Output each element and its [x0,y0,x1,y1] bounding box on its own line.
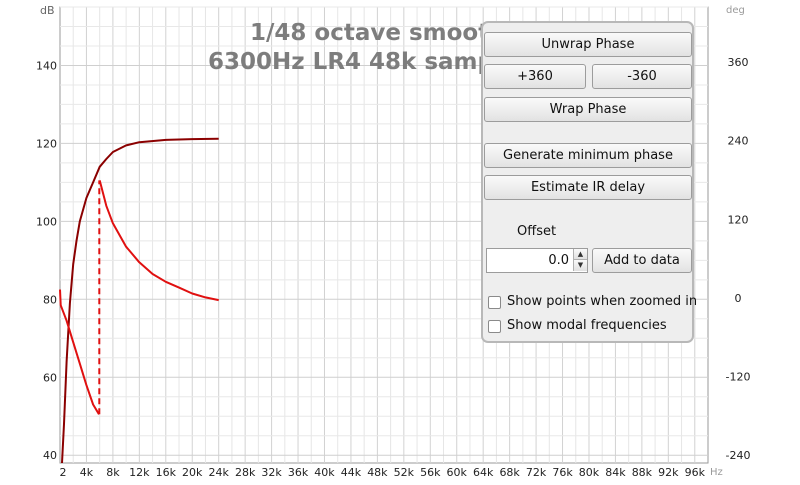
right-tick-label: -120 [726,371,751,384]
show-modal-checkbox[interactable] [488,320,501,333]
offset-label: Offset [517,224,557,239]
x-axis-ticks: 2 4k 8k 12k 16k 20k 24k 28k 32k 36k 40k 44k 48k 52k 56… [60,466,706,479]
left-tick-label: 140 [36,59,57,72]
show-modal-label: Show modal frequencies [507,318,667,333]
add-to-data-button[interactable]: Add to data [592,248,692,273]
x-tick-label: 96k [685,466,706,479]
series-line-1 [61,137,219,464]
x-tick-label: 68k [499,466,520,479]
left-axis-unit: dB [40,4,55,17]
right-axis-unit: deg [726,5,745,16]
left-tick-label: 80 [43,293,57,306]
wrap-phase-button[interactable]: Wrap Phase [484,97,692,122]
left-tick-label: 60 [43,371,57,384]
x-tick-label: 80k [579,466,600,479]
right-tick-label: 360 [728,56,749,69]
series-line-3 [98,180,219,302]
x-tick-label: 56k [420,466,441,479]
right-tick-label: 0 [735,292,742,305]
x-tick-label: 88k [632,466,653,479]
x-tick-label: 20k [182,466,203,479]
x-tick-label: 12k [129,466,150,479]
right-axis-ticks: -240 -120 0 120 240 360 [726,56,751,462]
x-tick-label: 8k [106,466,120,479]
left-tick-label: 40 [43,449,57,462]
plus-360-button[interactable]: +360 [484,64,586,89]
left-tick-label: 120 [36,137,57,150]
offset-spinbox[interactable]: ▲ ▼ [486,248,588,273]
spin-down-icon[interactable]: ▼ [573,260,587,271]
x-tick-label: 4k [80,466,94,479]
x-tick-label: 28k [235,466,256,479]
x-tick-label: 52k [394,466,415,479]
offset-input[interactable] [487,249,571,272]
right-tick-label: 240 [728,135,749,148]
series-group [59,137,219,464]
phase-control-panel: Unwrap Phase +360 -360 Wrap Phase Genera… [481,21,698,343]
x-tick-label: 92k [658,466,679,479]
x-tick-label: 60k [447,466,468,479]
x-tick-label: 40k [314,466,335,479]
show-points-checkbox[interactable] [488,296,501,309]
show-points-label: Show points when zoomed in [507,294,698,309]
x-axis-unit: Hz [710,467,723,478]
generate-minimum-phase-button[interactable]: Generate minimum phase [484,143,692,168]
left-tick-label: 100 [36,215,57,228]
unwrap-phase-button[interactable]: Unwrap Phase [484,32,692,57]
x-tick-label: 72k [526,466,547,479]
x-tick-label: 2 [60,466,67,479]
right-tick-label: 120 [728,213,749,226]
x-tick-label: 64k [473,466,494,479]
x-tick-label: 44k [341,466,362,479]
series-line-2 [59,289,100,415]
right-tick-label: -240 [726,449,751,462]
spin-up-icon[interactable]: ▲ [573,249,587,260]
minus-360-button[interactable]: -360 [592,64,692,89]
x-tick-label: 32k [261,466,282,479]
left-axis-ticks: 40 60 80 100 120 140 [36,59,57,462]
x-tick-label: 48k [367,466,388,479]
x-tick-label: 24k [209,466,230,479]
x-tick-label: 84k [605,466,626,479]
x-tick-label: 76k [552,466,573,479]
estimate-ir-delay-button[interactable]: Estimate IR delay [484,175,692,200]
x-tick-label: 16k [156,466,177,479]
x-tick-label: 36k [288,466,309,479]
